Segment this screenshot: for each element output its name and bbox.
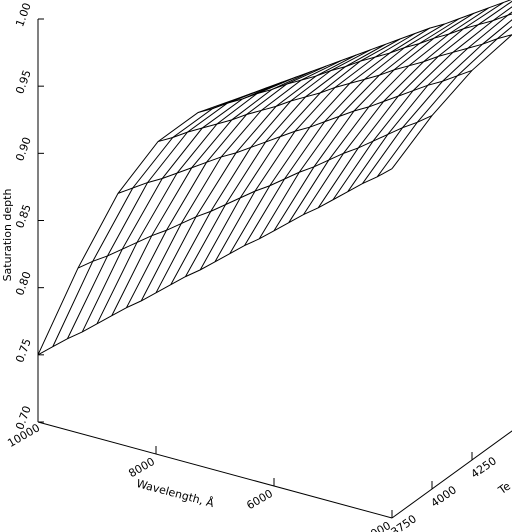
surface-column: [126, 65, 327, 308]
surface-column: [214, 33, 416, 263]
surface-column: [288, 7, 490, 223]
surface-column: [258, 18, 460, 240]
surface-column: [52, 92, 253, 347]
z-tick-label: 0.85: [13, 203, 34, 230]
surface-column: [376, 25, 512, 178]
y-axis-label: Te: [495, 479, 512, 497]
surface-column: [391, 34, 512, 170]
surface-column: [362, 19, 512, 184]
surface-column: [170, 49, 371, 285]
surface-column: [111, 70, 312, 316]
surface-column: [347, 11, 512, 192]
y-axis: [391, 430, 512, 519]
surface-column: [229, 27, 431, 254]
surface-column: [96, 76, 298, 325]
z-tick-label: 0.80: [13, 270, 34, 297]
z-axis-label: Saturation depth: [1, 189, 14, 282]
z-tick-label: 0.90: [13, 135, 34, 162]
surface-column: [67, 87, 268, 339]
surface-column: [244, 23, 445, 246]
surface-column: [317, 0, 512, 209]
y-tick-label: 4000: [429, 483, 459, 510]
surface-column: [332, 6, 512, 201]
surface-column: [199, 38, 401, 271]
x-axis-label: Wavelength, Å: [135, 477, 216, 510]
surface-column: [140, 60, 342, 302]
x-tick-label: 6000: [244, 487, 275, 512]
surface-column: [155, 54, 357, 294]
surface-column: [273, 12, 475, 232]
surface-column: [303, 2, 504, 215]
surface-column: [81, 81, 283, 333]
z-tick-label: 0.95: [13, 68, 34, 95]
z-tick-label: 0.75: [13, 337, 34, 364]
z-tick-label: 1.00: [13, 1, 34, 28]
y-tick-label: 3750: [389, 512, 419, 532]
x-axis: [37, 421, 393, 519]
surface-column: [37, 97, 239, 356]
x-tick-label: 4000: [362, 519, 393, 532]
x-tick-label: 8000: [126, 455, 157, 480]
surface-column: [185, 43, 386, 277]
y-tick-label: 4250: [469, 454, 499, 481]
